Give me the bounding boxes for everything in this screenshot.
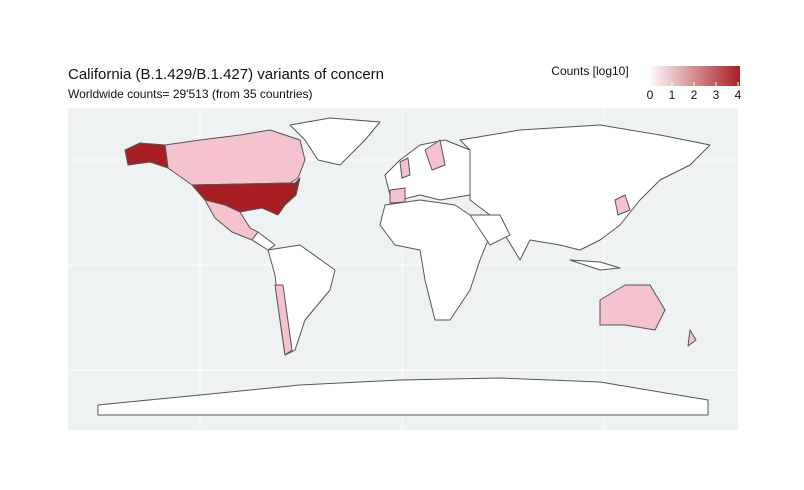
title: California (B.1.429/B.1.427) variants of… <box>68 66 384 83</box>
subtitle: Worldwide counts= 29'513 (from 35 countr… <box>68 87 313 101</box>
legend-title: Counts [log10] <box>551 64 628 78</box>
legend-tick-label: 0 <box>647 88 654 102</box>
legend-tick-label: 4 <box>735 88 742 102</box>
legend-tick-label: 3 <box>713 88 720 102</box>
legend-colorbar <box>648 66 740 86</box>
legend-tick-label: 1 <box>669 88 676 102</box>
legend-tick-label: 2 <box>691 88 698 102</box>
countries <box>97 117 711 416</box>
